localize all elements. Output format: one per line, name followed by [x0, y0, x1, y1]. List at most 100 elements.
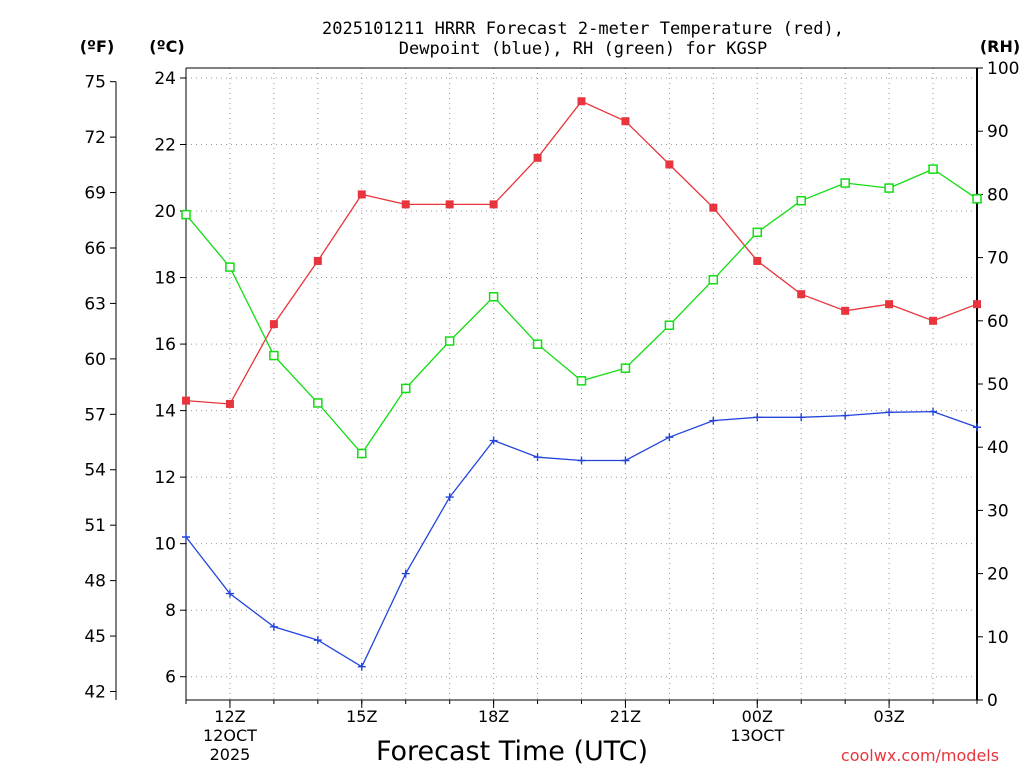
2-meter-temperature-point: [182, 396, 190, 405]
dewpoint-point: [445, 493, 454, 502]
grid: [186, 68, 977, 700]
2-meter-temperature-point: [577, 97, 586, 106]
fahrenheit-tick-label: 42: [84, 682, 106, 702]
celsius-tick-label: 24: [154, 69, 176, 89]
dewpoint-point: [577, 456, 586, 465]
dewpoint-point: [841, 411, 850, 420]
rh-point: [532, 339, 543, 349]
rh-point: [752, 227, 763, 238]
rh-point: [664, 320, 675, 330]
rh-point: [620, 363, 631, 373]
rh-point: [269, 350, 279, 361]
rh-point: [444, 336, 455, 346]
celsius-tick-label: 22: [154, 136, 176, 156]
x-tick-label: 18Z: [478, 707, 509, 726]
2-meter-temperature-point: [753, 256, 762, 265]
fahrenheit-tick-label: 60: [84, 350, 106, 370]
rh-tick-label: 50: [987, 375, 1009, 395]
2-meter-temperature-point: [401, 200, 410, 209]
2-meter-temperature-point: [313, 256, 322, 265]
dewpoint-point: [709, 416, 718, 425]
dewpoint-point: [357, 662, 366, 671]
x-tick-label: 03Z: [873, 707, 904, 726]
celsius-tick-label: 8: [165, 601, 176, 621]
rh-point: [576, 376, 587, 386]
celsius-unit-label: (ºC): [149, 37, 184, 56]
rh-point: [357, 448, 367, 459]
rh-tick-label: 90: [987, 122, 1009, 142]
x-tick-label: 15Z: [346, 707, 377, 726]
rh-unit-label: (RH): [980, 37, 1020, 56]
2-meter-temperature-point: [445, 200, 454, 209]
2-meter-temperature-point: [973, 300, 981, 309]
rh-tick-label: 80: [987, 185, 1009, 205]
fahrenheit-unit-label: (ºF): [80, 37, 115, 56]
x-tick-label: 00Z: [742, 707, 773, 726]
rh-point: [708, 274, 719, 285]
dewpoint-point: [269, 622, 278, 631]
x-tick-label: 13OCT: [730, 726, 784, 745]
dewpoint-point: [533, 453, 542, 462]
rh-tick-label: 0: [987, 691, 998, 711]
celsius-tick-label: 18: [154, 269, 176, 289]
fahrenheit-tick-label: 63: [84, 294, 106, 314]
chart-title-line-2: Dewpoint (blue), RH (green) for KGSP: [399, 39, 767, 59]
dewpoint-point: [225, 589, 234, 598]
dewpoint-point: [313, 636, 322, 645]
dewpoint-point: [401, 569, 410, 578]
x-axis-label: Forecast Time (UTC): [376, 736, 648, 767]
2-meter-temperature-point: [709, 203, 718, 212]
fahrenheit-tick-label: 69: [84, 184, 106, 204]
2-meter-temperature-point: [621, 117, 630, 126]
rh-tick-label: 40: [987, 438, 1009, 458]
rh-tick-label: 70: [987, 249, 1009, 269]
fahrenheit-tick-label: 48: [84, 572, 106, 592]
x-tick-label: 12OCT: [203, 726, 257, 745]
rh-point: [488, 292, 499, 302]
dewpoint-point: [885, 408, 894, 417]
2-meter-temperature-point: [269, 320, 278, 329]
2-meter-temperature-point: [841, 306, 850, 315]
fahrenheit-tick-label: 45: [84, 627, 106, 647]
rh-point: [972, 194, 982, 204]
dewpoint-point: [621, 456, 630, 465]
x-tick-label: 12Z: [214, 707, 245, 726]
series: [181, 97, 982, 671]
fahrenheit-tick-label: 57: [84, 405, 106, 425]
2-meter-temperature-point: [797, 290, 806, 299]
watermark: coolwx.com/models: [841, 746, 999, 765]
fahrenheit-tick-label: 51: [84, 516, 106, 536]
2-meter-temperature-point: [665, 160, 674, 169]
2-meter-temperature-point: [357, 190, 366, 199]
2-meter-temperature-point: [929, 316, 938, 325]
rh-tick-label: 10: [987, 628, 1009, 648]
dewpoint-point: [929, 407, 938, 416]
2-meter-temperature-point: [533, 153, 542, 162]
celsius-tick-label: 12: [154, 468, 176, 488]
rh-point: [928, 164, 938, 174]
2-meter-temperature-point: [489, 200, 498, 209]
fahrenheit-tick-label: 72: [84, 128, 106, 148]
rh-tick-label: 20: [987, 565, 1009, 585]
dewpoint-point: [973, 423, 981, 432]
x-tick-label: 2025: [210, 745, 251, 764]
celsius-tick-label: 6: [165, 668, 176, 688]
dewpoint-point: [753, 413, 762, 422]
rh-point: [796, 195, 806, 206]
x-tick-label: 21Z: [610, 707, 641, 726]
rh-point: [181, 209, 191, 220]
2-meter-temperature-point: [225, 399, 234, 408]
fahrenheit-tick-label: 54: [84, 461, 106, 481]
dewpoint-point: [182, 533, 190, 542]
fahrenheit-tick-label: 66: [84, 239, 106, 259]
rh-point: [400, 383, 411, 394]
rh-point: [840, 178, 850, 188]
rh-tick-label: 60: [987, 312, 1009, 332]
rh-point: [884, 183, 894, 193]
axes: 6 8 10 12 14 16 18 20 22 24 42 45 48 51 54 57 60 63 66 69 72…: [84, 59, 1019, 764]
rh-point: [313, 398, 323, 408]
celsius-tick-label: 14: [154, 402, 176, 422]
dewpoint-point: [665, 433, 674, 442]
rh-tick-label: 30: [987, 501, 1009, 521]
